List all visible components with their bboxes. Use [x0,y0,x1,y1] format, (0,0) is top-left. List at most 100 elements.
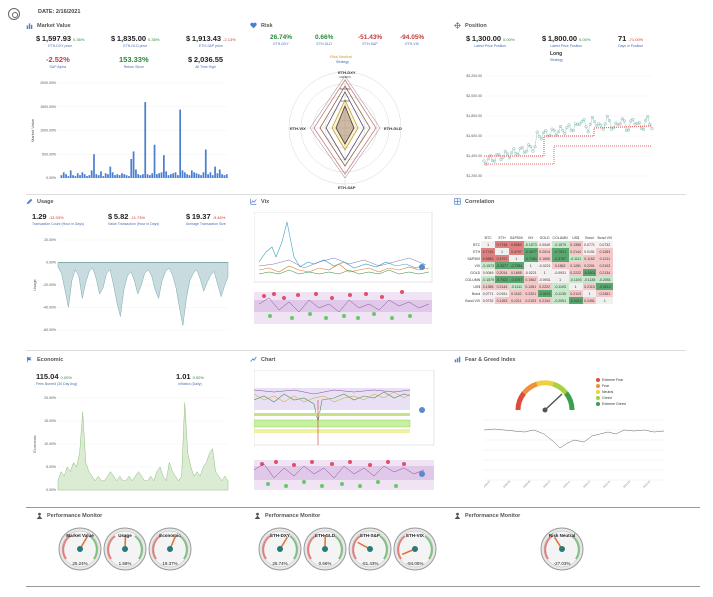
svg-text:2020-07: 2020-07 [484,480,492,489]
position-point [607,118,612,123]
corr-row-label: Bond VIX [465,298,481,303]
risk-metric-0: 26.74% ETH-DXY [270,34,293,46]
position-label: Long [550,51,563,57]
crosshair-icon [454,22,461,29]
bar [186,174,189,178]
radar-title: Risk Neutral [330,54,352,59]
position-point [629,119,633,123]
fear-greed-gauge [515,380,575,413]
performance-title-2: Performance Monitor [454,512,520,519]
performance-panel-0: Performance Monitor [36,512,246,584]
corr-cell: -0.3077 [523,248,538,255]
performance-gauge: Market Value 25.24% [58,521,102,577]
bar [202,172,205,178]
y-tick-label: 20.00% [44,238,56,242]
correlation-title: Correlation [454,198,494,205]
mv-metric-1: $ 1,835.00 0.35% ETH-GLD price [111,34,160,48]
corr-cell: 0.2014 [495,269,509,276]
row-divider-3 [26,507,700,508]
y-tick-label: 20.00% [44,396,56,400]
usage-metric-0: 1.29 -13.93% Transaction Count (Hour in D… [32,212,85,226]
corr-cell: -0.1579 [481,276,496,283]
econ-metric-0: 115.04 0.00% Fees Burned (30 Day Avg) [36,372,78,386]
corr-row: US$ 0.1355 0.2144 -0.1111 0.1281 0.2222 -0.119… [464,283,614,290]
gauge-label: ETH-GLD [315,533,335,538]
gauge-value: 19.37% [162,561,178,566]
usage-panel: Usage 1.29 -13.93% Transaction Count (Hou… [26,198,236,338]
bar [130,159,133,178]
bar [176,175,179,178]
risk-panel: Risk 26.74% ETH-DXY 0.66% ETH-GLD -51.43… [250,22,440,192]
corr-cell: 0.2113 [568,290,583,297]
bar [135,169,137,178]
bar [183,172,186,178]
performance-gauge: Risk Neutral -27.03% [540,521,584,577]
position-point [503,149,507,153]
bar [88,175,91,178]
corr-header: Bond VIX [597,235,613,240]
bar [79,175,81,178]
position-point [520,145,524,149]
position-panel: Position $ 1,300.00 0.00% Latest Price Po… [454,22,659,192]
position-point [633,122,637,126]
gauge-label: Risk Neutral [548,533,576,538]
bar [137,174,140,178]
bar [95,174,98,178]
corr-cell: 0.2201 [523,290,538,297]
position-point [539,137,543,141]
corr-cell: 0.2103 [523,297,538,304]
bar [90,170,93,178]
bar [209,172,212,178]
corr-row-label: COLUMN [465,277,481,282]
bar [81,172,84,178]
corr-cell: 0.1162 [582,255,597,262]
y-axis-label: Economic [32,435,37,453]
bar [72,175,74,178]
bar [223,175,226,178]
bar [116,174,119,178]
risk-metric-1: 0.66% ETH-GLD [315,34,334,46]
position-point [620,117,624,121]
corr-cell: 0.1355 [568,241,583,248]
corr-cell: 0.2144 [568,248,583,255]
svg-text:2020-11: 2020-11 [563,480,572,489]
corr-cell: 0.0151 [582,248,597,255]
corr-header: BTC [484,235,492,240]
app-logo-icon [8,8,20,20]
position-point [482,159,486,163]
y-tick-label: -60.00% [43,328,56,332]
bar [67,176,70,178]
y-axis-label: Usage [32,278,37,290]
position-point [563,131,567,135]
corr-cell: 0.2144 [495,283,509,290]
corr-cell: -0.1111 [508,283,524,290]
correlation-table: BTC ETH S&P500 VIX GOLD COLUMN US$ Bond Bond VIX… [464,234,614,304]
y-tick-label: $1,800.00 [466,114,482,118]
corr-cell: -0.3757 [508,276,524,283]
bar [111,172,114,178]
position-point [646,114,650,119]
bar [216,173,219,178]
bar [200,175,202,178]
position-point [588,122,592,126]
corr-row-label: S&P500 [467,256,481,261]
position-point [650,127,654,131]
position-title: Position [454,22,487,29]
fear-greed-title: Fear & Greed Index [454,356,515,363]
vix-chart-icon [250,198,257,205]
svg-text:2020-08: 2020-08 [503,480,512,489]
gauge-value: -27.03% [553,561,571,566]
position-point [601,127,605,131]
corr-row-label: GOLD [470,270,481,275]
line-chart-icon [250,356,257,362]
position-point [590,115,595,120]
position-point [488,153,492,158]
fear-greed-icon [454,356,461,363]
corr-cell: 1 [551,276,569,283]
corr-cell: -0.1135 [551,290,569,297]
risk-metric-2: -51.43% ETH-S&P [358,34,383,46]
econ-metric-1: 1.01 0.00% Inflation (Daily) [176,372,204,386]
bar [107,174,109,178]
corr-row: COLUMN -0.1579 -0.7521 -0.3757 0.1562 -0.0931… [464,276,614,283]
position-point [541,131,546,135]
